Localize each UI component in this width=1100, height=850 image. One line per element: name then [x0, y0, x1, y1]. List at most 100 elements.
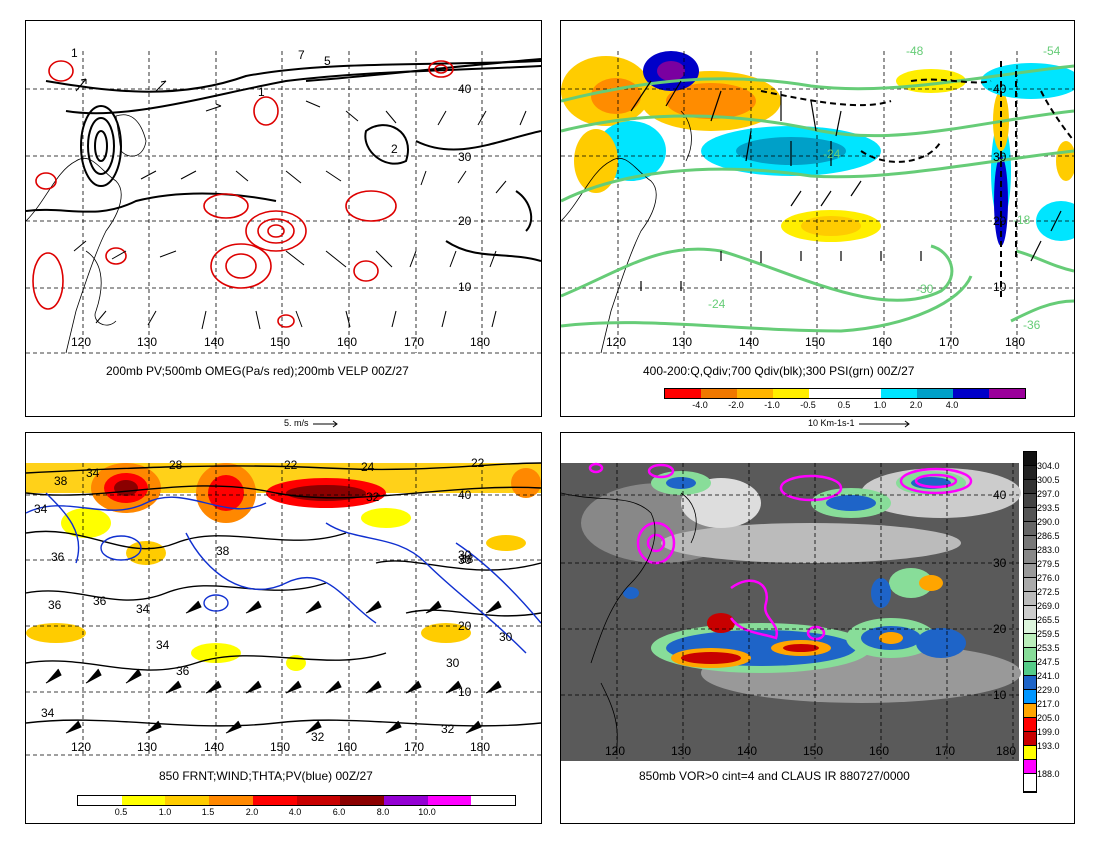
psi-contours: [561, 64, 1074, 333]
coastlines: [561, 110, 692, 354]
cbar-swatch: [1024, 704, 1036, 718]
latitude-labels: 40 30 20 10: [458, 82, 472, 294]
cbar-swatch: [917, 389, 953, 398]
svg-text:160: 160: [869, 744, 889, 758]
svg-text:20: 20: [993, 214, 1007, 228]
cbar-label: 253.5: [1037, 643, 1060, 653]
svg-text:30: 30: [458, 553, 472, 567]
svg-text:1: 1: [71, 46, 78, 60]
svg-text:32: 32: [311, 730, 325, 744]
svg-text:130: 130: [672, 335, 692, 349]
cbar-swatch: [1024, 718, 1036, 732]
svg-text:-24: -24: [823, 147, 841, 161]
longitude-labels: 120 130 140 150 160 170 180: [605, 744, 1016, 758]
velocity-scale: 5. m/s: [284, 418, 341, 428]
cbar-swatch: [1024, 536, 1036, 550]
cbar-swatch: [1024, 746, 1036, 760]
svg-text:36: 36: [176, 664, 190, 678]
svg-text:170: 170: [404, 335, 424, 349]
cbar-label: 2.0: [245, 807, 259, 817]
cbar-swatch: [953, 389, 989, 398]
cbar-label: 4.0: [288, 807, 302, 817]
cbar-label: 272.5: [1037, 587, 1060, 597]
cbar-label: 188.0: [1037, 769, 1060, 779]
svg-text:10: 10: [458, 685, 472, 699]
cbar-swatch: [121, 796, 166, 805]
svg-text:32: 32: [366, 490, 380, 504]
cbar-swatch: [1024, 508, 1036, 522]
cbar-swatch: [296, 796, 341, 805]
cbar-label: 6.0: [332, 807, 346, 817]
cbar-label: 1.5: [201, 807, 215, 817]
q-scale: 10 Km-1s-1: [808, 418, 913, 428]
cbar-label: 293.5: [1037, 503, 1060, 513]
svg-text:5: 5: [324, 54, 331, 68]
coastlines: [561, 492, 697, 754]
svg-text:30: 30: [446, 656, 460, 670]
q-vectors: [630, 80, 1062, 291]
cbar-label: 300.5: [1037, 475, 1060, 485]
svg-text:120: 120: [605, 744, 625, 758]
cbar-label: 193.0: [1037, 741, 1060, 751]
svg-text:30: 30: [458, 548, 472, 562]
cbar-label: 241.0: [1037, 671, 1060, 681]
cbar-swatch: [427, 796, 472, 805]
svg-text:-18: -18: [1013, 213, 1031, 227]
cbar-swatch: [737, 389, 773, 398]
cbar-swatch: [1024, 452, 1036, 466]
cbar-swatch: [1024, 606, 1036, 620]
cbar-label: 199.0: [1037, 727, 1060, 737]
svg-text:140: 140: [204, 335, 224, 349]
svg-text:10: 10: [993, 688, 1007, 702]
svg-text:20: 20: [993, 622, 1007, 636]
svg-text:38: 38: [216, 544, 230, 558]
svg-text:20: 20: [458, 619, 472, 633]
svg-text:180: 180: [1005, 335, 1025, 349]
qdiv-colorbar-labels: -4.0 -2.0 -1.0 -0.5 0.5 1.0 2.0 4.0: [664, 400, 1024, 412]
cbar-swatch: [989, 389, 1025, 398]
svg-text:38: 38: [54, 474, 68, 488]
cbar-swatch: [1024, 592, 1036, 606]
svg-text:28: 28: [169, 458, 183, 472]
svg-text:140: 140: [737, 744, 757, 758]
svg-text:170: 170: [404, 740, 424, 754]
svg-text:160: 160: [872, 335, 892, 349]
map-q-vectors: -48 -54 -24 -24 -30 -36 -18 40 30 20 10 …: [561, 44, 1074, 354]
cbar-label: 10.0: [418, 807, 436, 817]
cbar-label: 279.5: [1037, 559, 1060, 569]
svg-text:180: 180: [470, 335, 490, 349]
contour-labels: 1 1 7 5 2: [71, 46, 398, 156]
svg-text:30: 30: [993, 556, 1007, 570]
svg-text:34: 34: [156, 638, 170, 652]
cbar-label: 217.0: [1037, 699, 1060, 709]
svg-text:34: 34: [34, 502, 48, 516]
wind-barbs: [45, 600, 502, 734]
qdiv-700-contours: [760, 61, 1074, 301]
cbar-swatch: [340, 796, 384, 805]
scale-arrow-icon: [859, 420, 910, 428]
qdiv-colorbar: [664, 388, 1026, 399]
grid-lines: [561, 463, 1019, 759]
svg-text:30: 30: [458, 150, 472, 164]
cbar-swatch: [1024, 466, 1036, 480]
svg-text:150: 150: [270, 740, 290, 754]
longitude-labels: 120 130 140 150 160 170 180: [606, 335, 1025, 349]
q-scale-label: 10 Km-1s-1: [808, 418, 855, 428]
cbar-label: 229.0: [1037, 685, 1060, 695]
ir-colorbar-labels: 304.0 300.5 297.0 293.5 290.0 286.5 283.…: [1037, 455, 1073, 795]
panel-200mb-pv: 1 1 7 5 2 40 30 20 10 120 130 140 150 16…: [25, 20, 542, 417]
svg-text:40: 40: [993, 488, 1007, 502]
panel-caption: 200mb PV;500mb OMEG(Pa/s red);200mb VELP…: [106, 364, 409, 378]
map-claus-ir: 40 30 20 10 120 130 140 150 160 170 180: [561, 462, 1021, 761]
svg-text:-48: -48: [906, 44, 924, 58]
cbar-label: 247.5: [1037, 657, 1060, 667]
svg-text:170: 170: [939, 335, 959, 349]
svg-text:2: 2: [391, 142, 398, 156]
svg-text:22: 22: [284, 458, 298, 472]
cbar-swatch: [252, 796, 297, 805]
svg-text:30: 30: [499, 630, 513, 644]
svg-text:180: 180: [996, 744, 1016, 758]
svg-text:36: 36: [48, 598, 62, 612]
frontogenesis-colorbar: [77, 795, 516, 806]
coastlines: [26, 114, 147, 354]
